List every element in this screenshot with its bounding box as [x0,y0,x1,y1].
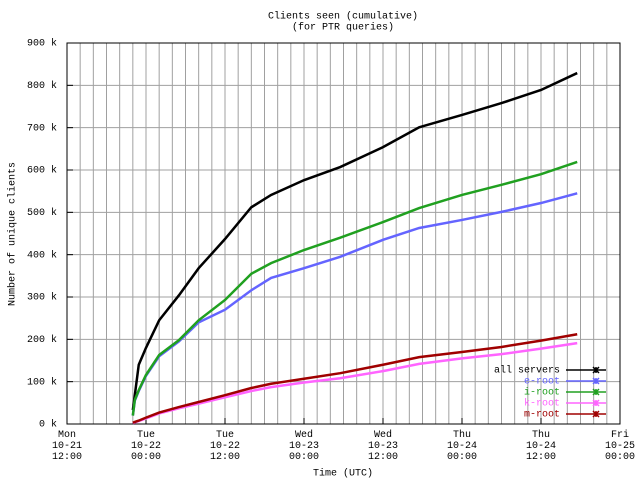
y-tick-label: 900 k [27,38,57,50]
y-tick-label: 600 k [27,165,57,177]
y-tick-label: 800 k [27,80,57,92]
x-tick-label: Tue 10-22 00:00 [130,430,162,463]
chart-title: Clients seen (cumulative) [268,11,418,23]
series-line [131,71,578,411]
series-line [132,333,578,424]
y-tick-label: 100 k [27,376,57,388]
y-tick-label: 400 k [27,249,57,261]
x-axis-label: Time (UTC) [313,468,373,480]
plot-frame [66,42,621,425]
x-tick-label: Fri 10-25 00:00 [604,430,636,463]
x-tick-label: Wed 10-23 12:00 [367,430,399,463]
x-tick-label: Mon 10-21 12:00 [51,430,83,463]
chart-subtitle: (for PTR queries) [292,22,394,34]
legend-marker [592,399,600,407]
y-tick-label: 0 k [39,419,57,431]
y-tick-label: 500 k [27,207,57,219]
y-tick-label: 700 k [27,122,57,134]
series-line [131,160,578,416]
legend-marker [592,410,600,418]
legend-label: all servers [494,365,560,377]
legend-label: e-root [524,377,560,388]
x-tick-label: Thu 10-24 00:00 [446,430,478,463]
y-tick-label: 200 k [27,334,57,346]
legend-marker [592,377,600,385]
legend-label: i-root [524,387,560,399]
legend-marker [592,366,600,374]
legend-label: m-root [524,410,560,421]
legend-label: k-root [524,398,560,410]
legend-marker [592,388,600,396]
y-axis-label: Number of unique clients [7,162,19,306]
x-tick-label: Thu 10-24 12:00 [525,430,557,463]
y-tick-label: 300 k [27,292,57,304]
x-tick-label: Wed 10-23 00:00 [288,430,320,463]
series-line [131,192,578,416]
series-line [132,341,578,425]
x-tick-label: Tue 10-22 12:00 [209,430,241,463]
